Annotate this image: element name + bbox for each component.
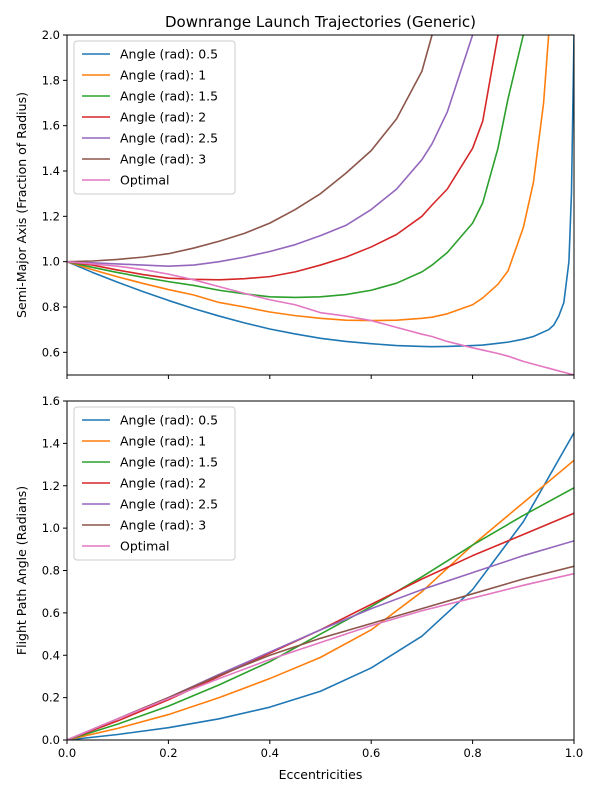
y-tick-label: 0.0 <box>42 733 60 747</box>
legend-label: Angle (rad): 1.5 <box>120 89 218 104</box>
legend-box <box>73 406 236 561</box>
y-tick-label: 1.6 <box>42 119 60 133</box>
y-tick-label: 1.6 <box>42 394 60 408</box>
y-tick-label: 1.0 <box>42 521 60 535</box>
chart-2: 0.0 0.2 0.4 0.6 0.8 1.0 0.0 0.2 0.4 0.6 0.8 1.0 1.2 1… <box>14 394 583 782</box>
chart-title: Downrange Launch Trajectories (Generic) <box>165 13 476 31</box>
legend: Angle (rad): 0.5 Angle (rad): 1 Angle (rad… <box>73 406 236 561</box>
series-line-6 <box>67 35 433 263</box>
legend-label: Angle (rad): 1.5 <box>120 455 218 470</box>
y-tick-label: 0.8 <box>42 300 60 314</box>
legend-label: Angle (rad): 0.5 <box>120 413 218 428</box>
y-tick-label: 1.2 <box>42 479 60 493</box>
series-line-1 <box>67 35 574 348</box>
series-line-3 <box>67 35 525 299</box>
y-tick-label: 2.0 <box>42 28 60 42</box>
plot-layer: 0.6 0.8 1.0 1.2 1.4 1.6 1.8 2.0 Downrange Launch… <box>14 13 583 782</box>
legend-label: Angle (rad): 1 <box>120 68 206 83</box>
x-tick-label: 0.8 <box>463 746 481 760</box>
y-axis-label: Semi-Major Axis (Fraction of Radius) <box>14 92 29 318</box>
y-tick-label: 0.6 <box>42 345 60 359</box>
series-line-3 <box>67 487 574 740</box>
legend-label: Angle (rad): 0.5 <box>120 47 218 62</box>
y-tick-label: 1.4 <box>42 164 60 178</box>
series-line-2 <box>67 459 574 740</box>
chart-1: 0.6 0.8 1.0 1.2 1.4 1.6 1.8 2.0 Downrange Launch… <box>14 13 575 379</box>
series-group <box>67 431 574 740</box>
series-line-7 <box>67 572 574 740</box>
series-line-5 <box>67 35 474 267</box>
y-tick-label: 1.2 <box>42 209 60 223</box>
legend-label: Angle (rad): 2.5 <box>120 131 218 146</box>
y-tick-label: 0.2 <box>42 691 60 705</box>
series-line-7 <box>67 260 574 375</box>
legend-label: Angle (rad): 3 <box>120 518 206 533</box>
x-tick-label: 1.0 <box>565 746 583 760</box>
y-tick-label: 1.4 <box>42 436 60 450</box>
y-tick-label: 0.4 <box>42 648 60 662</box>
y-tick-label: 1.0 <box>42 255 60 269</box>
x-tick-label: 0.0 <box>58 746 76 760</box>
y-axis-label: Flight Path Angle (Radians) <box>14 486 29 655</box>
legend-label: Angle (rad): 3 <box>120 152 206 167</box>
series-group <box>67 35 574 375</box>
x-axis-label: Eccentricities <box>279 767 363 782</box>
legend: Angle (rad): 0.5 Angle (rad): 1 Angle (rad… <box>73 40 236 195</box>
legend-label: Optimal <box>120 173 169 188</box>
legend-label: Angle (rad): 2 <box>120 110 206 125</box>
x-tick-label: 0.6 <box>362 746 380 760</box>
y-tick-label: 1.8 <box>42 73 60 87</box>
axes-frame <box>66 34 575 376</box>
y-tick-label: 0.6 <box>42 606 60 620</box>
legend-label: Angle (rad): 2 <box>120 476 206 491</box>
series-line-4 <box>67 35 499 281</box>
legend-label: Optimal <box>120 539 169 554</box>
legend-box <box>73 40 236 195</box>
y-tick-label: 0.8 <box>42 564 60 578</box>
x-tick-label: 0.4 <box>261 746 279 760</box>
legend-label: Angle (rad): 1 <box>120 434 206 449</box>
x-tick-label: 0.2 <box>159 746 177 760</box>
legend-label: Angle (rad): 2.5 <box>120 497 218 512</box>
